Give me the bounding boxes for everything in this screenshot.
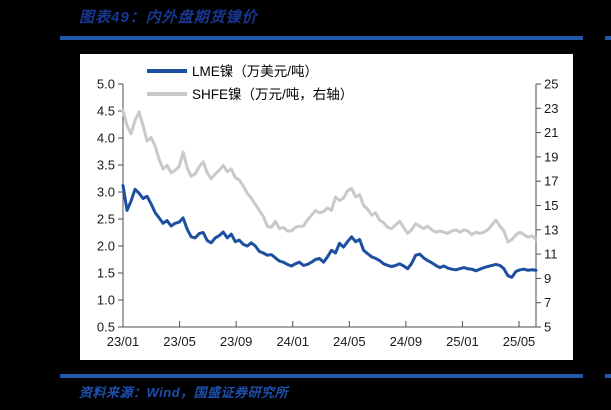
x-axis-label: 24/01 xyxy=(276,334,309,349)
footer-divider-rule xyxy=(60,374,583,378)
right-axis-label: 25 xyxy=(544,77,558,92)
right-axis-label: 17 xyxy=(544,174,558,189)
legend-label: SHFE镍（万元/吨，右轴） xyxy=(192,87,353,102)
left-axis-label: 5.0 xyxy=(97,77,115,92)
left-axis-label: 4.0 xyxy=(97,131,115,146)
right-axis-label: 19 xyxy=(544,149,558,164)
figure-title: 图表49：内外盘期货镍价 xyxy=(79,9,258,26)
footer-divider-rule-fragment xyxy=(605,374,611,378)
x-axis-label: 24/05 xyxy=(333,334,366,349)
right-axis-label: 15 xyxy=(544,198,558,213)
x-axis-label: 25/01 xyxy=(446,334,479,349)
right-axis-label: 7 xyxy=(544,295,551,310)
left-axis-label: 2.5 xyxy=(97,212,115,227)
x-axis-label: 24/09 xyxy=(390,334,423,349)
right-axis-label: 13 xyxy=(544,222,558,237)
nickel-futures-line-chart: 5.0 4.5 4.0 3.5 3.0 2.5 2.0 1.5 1.0 0.5 25 23 21 19 17… xyxy=(97,64,559,349)
x-axis-label: 23/09 xyxy=(220,334,253,349)
left-axis-label: 0.5 xyxy=(97,320,115,335)
x-axis-label: 25/05 xyxy=(503,334,536,349)
left-axis-label: 1.5 xyxy=(97,266,115,281)
title-divider-rule xyxy=(60,36,583,40)
left-axis-label: 2.0 xyxy=(97,239,115,254)
right-axis-label: 21 xyxy=(544,125,558,140)
x-axis-label: 23/05 xyxy=(163,334,196,349)
x-axis-label: 23/01 xyxy=(107,334,140,349)
right-axis-label: 23 xyxy=(544,101,558,116)
left-axis-label: 1.0 xyxy=(97,293,115,308)
title-divider-rule-fragment xyxy=(605,36,611,40)
shfe-nickel-line xyxy=(121,109,538,244)
right-axis-label: 9 xyxy=(544,271,551,286)
left-axis-label: 4.5 xyxy=(97,104,115,119)
left-axis-label: 3.5 xyxy=(97,158,115,173)
chart-panel: 5.0 4.5 4.0 3.5 3.0 2.5 2.0 1.5 1.0 0.5 25 23 21 19 17… xyxy=(80,54,573,360)
source-note: 资料来源：Wind，国盛证券研究所 xyxy=(79,385,289,400)
right-axis-label: 11 xyxy=(544,247,558,262)
right-axis-label: 5 xyxy=(544,320,551,335)
legend-label: LME镍（万美元/吨） xyxy=(192,64,318,79)
left-axis-label: 3.0 xyxy=(97,185,115,200)
lme-nickel-line xyxy=(121,184,538,279)
